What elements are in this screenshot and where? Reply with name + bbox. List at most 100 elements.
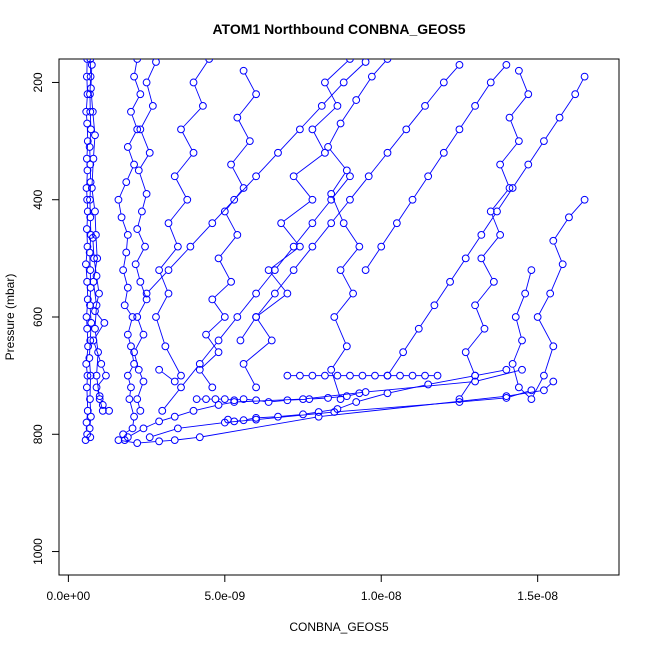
data-point — [133, 313, 142, 321]
data-point — [455, 398, 464, 406]
data-point — [496, 231, 505, 239]
data-point — [349, 289, 357, 298]
series-segment — [544, 349, 553, 373]
series-segment — [175, 179, 187, 197]
data-point — [339, 219, 348, 228]
data-point — [123, 371, 132, 380]
series-segment — [124, 290, 128, 303]
data-point — [277, 219, 286, 228]
series-segment — [89, 420, 91, 426]
data-point — [123, 143, 132, 151]
data-point — [514, 383, 523, 392]
data-point — [514, 137, 523, 145]
x-tick-label: 1.0e-08 — [361, 589, 402, 603]
data-point — [122, 248, 131, 257]
series-segment — [96, 313, 103, 321]
data-point — [486, 207, 495, 216]
data-point — [471, 371, 479, 380]
data-point — [511, 313, 520, 321]
series-segment — [551, 267, 562, 291]
data-point — [308, 371, 317, 380]
data-point — [480, 324, 489, 333]
data-point — [239, 66, 248, 75]
series-segment — [195, 61, 208, 80]
data-point — [471, 102, 479, 110]
data-point — [164, 266, 173, 274]
data-point — [471, 301, 479, 310]
data-point — [91, 324, 99, 333]
series-segment — [132, 96, 140, 109]
data-point — [87, 184, 96, 192]
data-point — [333, 405, 342, 413]
data-point — [477, 231, 486, 239]
series-segment — [516, 320, 522, 338]
data-point — [92, 371, 101, 380]
series-segment — [89, 343, 91, 355]
series-segment — [476, 85, 490, 104]
data-point — [152, 59, 160, 66]
series-segment — [342, 102, 355, 121]
data-point — [82, 383, 91, 392]
y-axis-title: Pressure (mbar) — [3, 274, 17, 361]
series-segment — [141, 284, 146, 297]
data-point — [245, 137, 254, 145]
series-segment — [351, 178, 367, 198]
data-point — [95, 392, 104, 401]
data-point — [170, 377, 179, 386]
data-point — [505, 184, 514, 192]
data-point — [377, 242, 386, 251]
data-point — [239, 184, 248, 192]
series-segment — [162, 417, 172, 421]
data-point — [87, 84, 95, 93]
series-segment — [118, 202, 122, 215]
data-point — [270, 266, 279, 274]
series-segment — [337, 401, 457, 413]
data-point — [383, 389, 392, 398]
data-point — [91, 207, 99, 216]
series-segment — [295, 178, 311, 198]
data-point — [308, 195, 317, 204]
data-point — [195, 360, 204, 368]
series-segment — [147, 85, 153, 103]
data-point — [83, 371, 92, 380]
series-segment — [169, 226, 178, 244]
data-point — [336, 395, 345, 403]
series-segment — [232, 167, 243, 186]
data-point — [274, 148, 282, 157]
series-segment — [89, 402, 92, 414]
data-point — [508, 184, 517, 192]
data-point — [93, 254, 102, 263]
series-segment — [345, 225, 358, 245]
data-point — [352, 96, 361, 104]
series-segment — [160, 249, 177, 268]
data-point — [455, 60, 464, 69]
series-segment — [329, 149, 346, 169]
data-point — [85, 354, 94, 362]
data-point — [148, 102, 157, 110]
series-segment — [183, 108, 201, 128]
series-segment — [182, 132, 193, 151]
data-point — [91, 307, 99, 316]
data-point — [230, 417, 239, 426]
series-segment — [181, 422, 222, 429]
series-segment — [136, 267, 140, 279]
data-point — [82, 260, 90, 269]
data-point — [399, 348, 408, 357]
data-point — [317, 102, 326, 110]
data-point — [339, 78, 348, 87]
series-segment — [257, 272, 274, 292]
series-segment — [312, 397, 325, 400]
chart-title: ATOM1 Northbound CONBNA_GEOS5 — [212, 21, 465, 37]
series-segment — [345, 63, 364, 81]
data-point — [555, 113, 564, 122]
series-segment — [529, 143, 543, 162]
series-segment — [525, 273, 531, 291]
data-point — [430, 301, 439, 310]
series-segment — [368, 381, 472, 393]
series-segment — [129, 132, 137, 145]
data-point — [186, 242, 195, 251]
data-point — [134, 166, 143, 175]
y-tick-label: 200 — [31, 72, 45, 92]
data-point — [308, 242, 317, 251]
series-segment — [219, 261, 230, 280]
